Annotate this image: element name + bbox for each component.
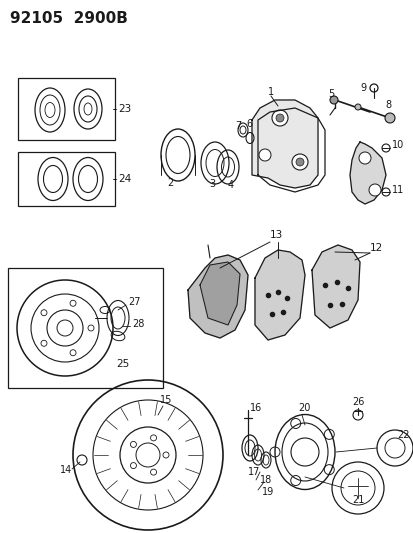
Polygon shape: [311, 245, 359, 328]
Text: 4: 4: [228, 180, 234, 190]
Text: 18: 18: [259, 475, 272, 485]
Polygon shape: [252, 100, 317, 188]
Circle shape: [291, 154, 307, 170]
Polygon shape: [188, 255, 247, 338]
Text: 27: 27: [128, 297, 140, 307]
Text: 11: 11: [391, 185, 403, 195]
Circle shape: [368, 184, 380, 196]
Circle shape: [354, 104, 360, 110]
Circle shape: [271, 110, 287, 126]
Text: 12: 12: [369, 243, 382, 253]
Circle shape: [295, 158, 303, 166]
Text: 8: 8: [384, 100, 390, 110]
Text: 17: 17: [247, 467, 260, 477]
Text: 20: 20: [297, 403, 310, 413]
Text: 92105  2900B: 92105 2900B: [10, 11, 128, 26]
Circle shape: [275, 114, 283, 122]
Bar: [8, 268, 163, 388]
Text: 25: 25: [116, 359, 129, 369]
Text: 2: 2: [166, 178, 173, 188]
Circle shape: [384, 113, 394, 123]
Text: 10: 10: [391, 140, 403, 150]
Text: 6: 6: [245, 119, 252, 129]
Text: 5: 5: [327, 89, 333, 99]
Text: 19: 19: [261, 487, 273, 497]
Text: 28: 28: [132, 319, 144, 329]
Text: 22: 22: [396, 430, 408, 440]
Text: 21: 21: [351, 495, 363, 505]
Bar: [18, 78, 115, 140]
Polygon shape: [349, 142, 385, 204]
Text: 14: 14: [60, 465, 72, 475]
Text: 24: 24: [118, 174, 131, 184]
Text: 16: 16: [249, 403, 261, 413]
Text: 9: 9: [359, 83, 365, 93]
Text: 7: 7: [235, 121, 241, 131]
Circle shape: [329, 96, 337, 104]
Text: 13: 13: [269, 230, 282, 240]
Polygon shape: [199, 262, 240, 325]
Circle shape: [259, 149, 271, 161]
Bar: [18, 152, 115, 206]
Text: 26: 26: [351, 397, 363, 407]
Polygon shape: [254, 250, 304, 340]
Text: 3: 3: [209, 179, 215, 189]
Circle shape: [358, 152, 370, 164]
Text: 1: 1: [267, 87, 273, 97]
Text: 15: 15: [159, 395, 172, 405]
Text: 23: 23: [118, 104, 131, 114]
